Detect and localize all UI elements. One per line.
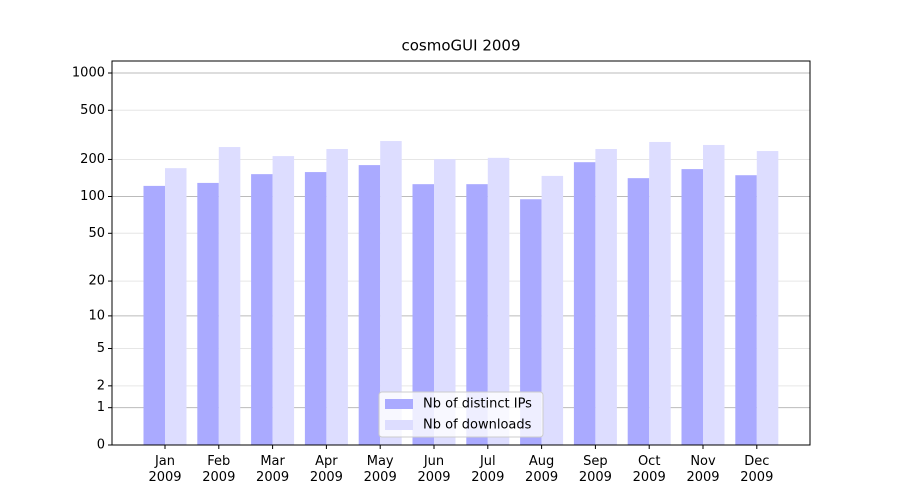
bar: [412, 184, 434, 445]
bar: [703, 144, 725, 445]
x-tick-label: Dec 2009: [740, 454, 774, 485]
bar: [380, 141, 402, 445]
x-tick-label: Apr 2009: [309, 454, 343, 485]
plot-frame: [111, 60, 811, 446]
y-tick-label: 1000: [72, 66, 105, 81]
y-tick-label: 0: [97, 438, 105, 453]
x-tick-label: Jan 2009: [148, 454, 182, 485]
bar: [434, 159, 456, 445]
legend: Nb of distinct IPs Nb of downloads: [378, 391, 544, 438]
legend-box: [378, 391, 544, 438]
bar: [573, 162, 596, 445]
legend-swatch: [385, 420, 413, 430]
legend-label: Nb of downloads: [423, 418, 532, 433]
bar: [272, 156, 295, 445]
bar: [649, 141, 671, 445]
x-tick-label: Feb 2009: [202, 454, 236, 485]
y-tick-label: 100: [80, 189, 105, 204]
y-tick-label: 50: [88, 226, 105, 241]
x-tick-label: Nov 2009: [686, 454, 720, 485]
chart-title: cosmoGUI 2009: [402, 37, 521, 55]
bar: [520, 199, 542, 445]
bar: [143, 185, 165, 445]
x-tick-label: Jun 2009: [417, 454, 451, 485]
x-tick-label: Jul 2009: [471, 454, 505, 485]
bar: [735, 175, 757, 445]
y-tick-label: 10: [88, 308, 105, 323]
x-tick-label: Mar 2009: [256, 454, 290, 485]
bar: [627, 178, 650, 445]
y-tick-label: 1: [97, 400, 105, 415]
x-tick-label: Oct 2009: [632, 454, 666, 485]
bar: [218, 147, 241, 445]
bar: [251, 174, 273, 446]
x-tick-label: Aug 2009: [525, 454, 559, 485]
bar: [466, 184, 488, 445]
bar: [595, 149, 617, 446]
y-tick-label: 500: [80, 103, 105, 118]
y-tick-label: 200: [80, 152, 105, 167]
legend-label: Nb of distinct IPs: [423, 397, 532, 412]
x-tick-label: Sep 2009: [578, 454, 612, 485]
bar: [756, 151, 779, 445]
legend-swatch: [385, 399, 413, 409]
bar: [326, 149, 348, 446]
y-tick-label: 5: [97, 341, 105, 356]
y-tick-label: 20: [88, 274, 105, 289]
bar: [304, 172, 327, 445]
bar: [197, 182, 219, 445]
bar: [358, 165, 381, 445]
bar: [165, 168, 187, 445]
y-tick-label: 2: [97, 378, 105, 393]
bar: [487, 157, 510, 445]
bar: [681, 169, 703, 446]
x-tick-label: May 2009: [363, 454, 397, 485]
bars: [143, 141, 779, 446]
bar: [541, 175, 564, 446]
